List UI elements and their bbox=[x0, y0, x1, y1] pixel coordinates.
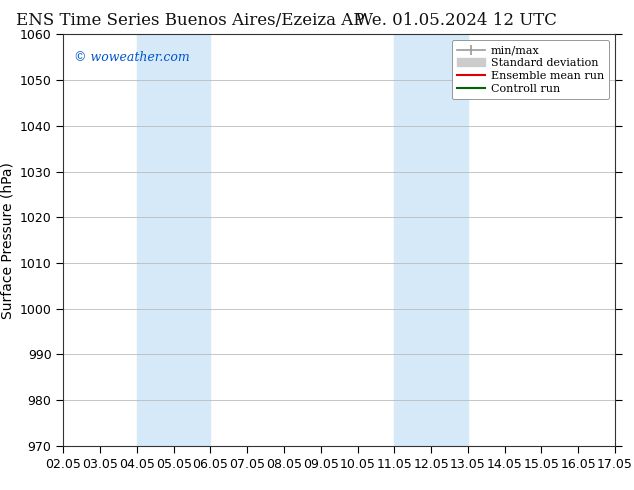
Text: © woweather.com: © woweather.com bbox=[74, 51, 190, 64]
Text: ENS Time Series Buenos Aires/Ezeiza AP: ENS Time Series Buenos Aires/Ezeiza AP bbox=[16, 12, 365, 29]
Y-axis label: Surface Pressure (hPa): Surface Pressure (hPa) bbox=[0, 162, 14, 318]
Bar bbox=[137, 34, 210, 446]
Bar bbox=[394, 34, 468, 446]
Legend: min/max, Standard deviation, Ensemble mean run, Controll run: min/max, Standard deviation, Ensemble me… bbox=[452, 40, 609, 99]
Text: We. 01.05.2024 12 UTC: We. 01.05.2024 12 UTC bbox=[356, 12, 557, 29]
